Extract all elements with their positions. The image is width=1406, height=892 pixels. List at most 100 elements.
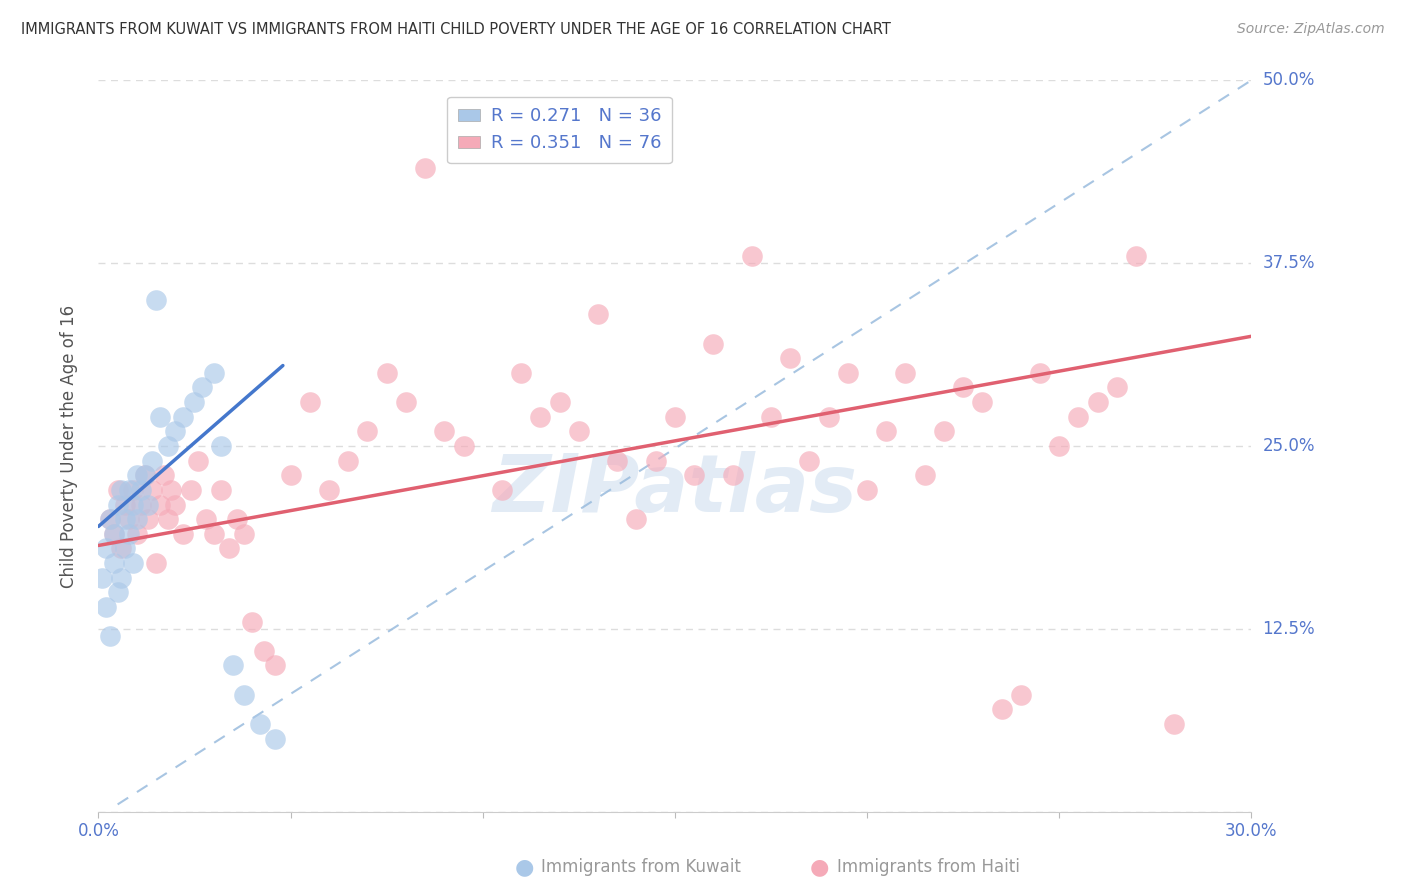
Point (156, 439, 179, 453)
Point (702, 336, 724, 351)
Text: 25.0%: 25.0% (1263, 437, 1315, 455)
Point (529, 409, 551, 424)
Point (375, 366, 398, 380)
Point (129, 498, 152, 512)
Point (233, 526, 256, 541)
Point (191, 380, 214, 394)
Point (249, 717, 271, 731)
Point (225, 512, 247, 526)
Text: 50.0%: 50.0% (1263, 71, 1315, 89)
Point (141, 453, 163, 467)
Point (759, 409, 782, 424)
Point (118, 483, 141, 497)
Point (98, 512, 121, 526)
Point (395, 395, 418, 409)
Point (453, 439, 475, 453)
Point (110, 541, 132, 556)
Point (413, 161, 436, 175)
Point (218, 541, 240, 556)
Point (253, 644, 276, 658)
Point (548, 395, 571, 409)
Point (138, 498, 160, 512)
Point (152, 468, 174, 483)
Point (471, 132, 494, 146)
Point (145, 556, 167, 570)
Point (165, 425, 187, 439)
Point (356, 425, 378, 439)
Point (433, 425, 456, 439)
Point (894, 366, 917, 380)
Point (138, 512, 160, 526)
Point (491, 483, 513, 497)
Point (103, 526, 125, 541)
Point (172, 526, 194, 541)
Point (644, 453, 666, 467)
Legend: R = 0.271   N = 36, R = 0.351   N = 76: R = 0.271 N = 36, R = 0.351 N = 76 (447, 96, 672, 163)
Point (94, 541, 117, 556)
Point (664, 409, 686, 424)
Text: ZIPatlas: ZIPatlas (492, 450, 858, 529)
Point (1105, 380, 1128, 394)
Text: 12.5%: 12.5% (1263, 620, 1315, 638)
Text: ●: ● (515, 857, 534, 877)
Point (875, 425, 897, 439)
Point (107, 585, 129, 599)
Point (817, 409, 839, 424)
Point (114, 541, 136, 556)
Point (202, 366, 225, 380)
Point (209, 439, 232, 453)
Point (568, 425, 591, 439)
Point (110, 571, 132, 585)
Point (741, 249, 763, 263)
Point (98, 512, 121, 526)
Point (683, 468, 706, 483)
Point (107, 483, 129, 497)
Point (264, 731, 287, 746)
Point (510, 366, 533, 380)
Point (280, 468, 302, 483)
Point (337, 453, 360, 467)
Point (1067, 409, 1090, 424)
Text: Immigrants from Kuwait: Immigrants from Kuwait (541, 858, 741, 876)
Point (799, 453, 821, 467)
Point (118, 526, 141, 541)
Point (626, 512, 648, 526)
Point (1047, 439, 1070, 453)
Point (264, 658, 287, 673)
Point (134, 468, 156, 483)
Point (222, 658, 245, 673)
Text: IMMIGRANTS FROM KUWAIT VS IMMIGRANTS FROM HAITI CHILD POVERTY UNDER THE AGE OF 1: IMMIGRANTS FROM KUWAIT VS IMMIGRANTS FRO… (21, 22, 891, 37)
Point (180, 483, 202, 497)
Text: 37.5%: 37.5% (1263, 254, 1315, 272)
Point (114, 512, 136, 526)
Point (165, 498, 187, 512)
Text: ●: ● (810, 857, 830, 877)
Point (122, 556, 145, 570)
Point (1087, 395, 1109, 409)
Point (233, 688, 256, 702)
Point (149, 498, 172, 512)
Point (103, 556, 125, 570)
Point (110, 483, 132, 497)
Point (1163, 717, 1185, 731)
Point (156, 512, 179, 526)
Point (122, 483, 145, 497)
Point (187, 453, 209, 467)
Point (129, 483, 152, 497)
Point (145, 293, 167, 307)
Point (183, 395, 205, 409)
Point (107, 498, 129, 512)
Point (932, 425, 955, 439)
Point (195, 512, 218, 526)
Point (141, 483, 163, 497)
Point (134, 468, 156, 483)
Point (172, 409, 194, 424)
Point (118, 512, 141, 526)
Point (114, 498, 136, 512)
Point (586, 307, 609, 321)
Point (125, 526, 148, 541)
Point (1029, 366, 1052, 380)
Point (125, 512, 148, 526)
Point (1010, 688, 1032, 702)
Point (240, 615, 263, 629)
